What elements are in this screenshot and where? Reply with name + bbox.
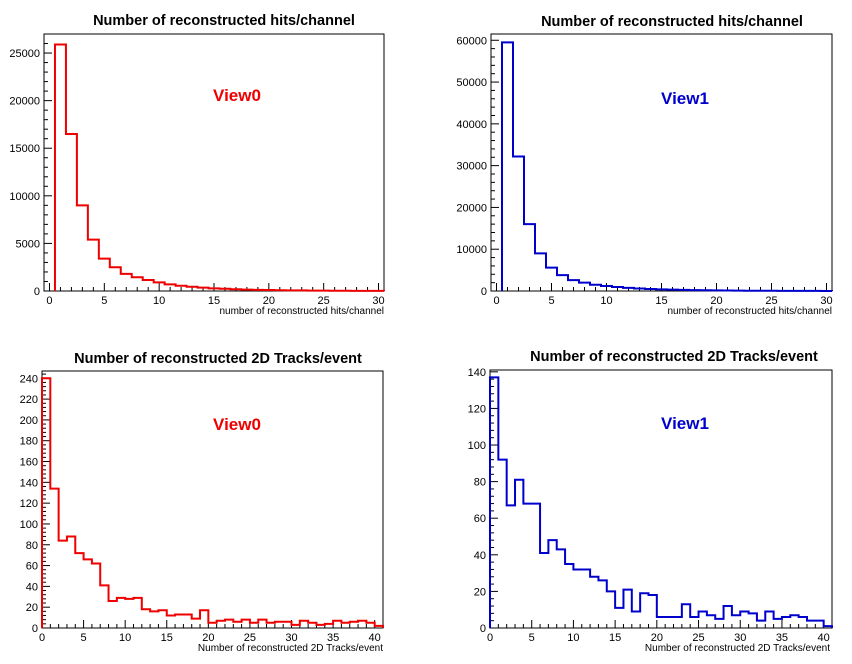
x-tick-label: 20 <box>651 632 663 644</box>
x-tick-label: 10 <box>119 632 131 644</box>
x-tick-label: 25 <box>244 632 256 644</box>
x-tick-label: 25 <box>692 632 704 644</box>
y-tick-label: 15000 <box>9 143 40 155</box>
y-tick-label: 60 <box>26 561 38 573</box>
x-tick-label: 30 <box>734 632 746 644</box>
x-tick-label: 25 <box>765 295 777 307</box>
panel-tracks-view1: Number of reconstructed 2D Tracks/event … <box>468 349 833 654</box>
y-tick-label: 0 <box>481 286 487 298</box>
histogram-line <box>489 376 833 628</box>
y-tick-label: 120 <box>468 403 486 415</box>
y-tick-label: 30000 <box>456 161 487 173</box>
x-tick-label: 10 <box>153 295 165 307</box>
y-tick-label: 200 <box>20 415 38 427</box>
y-tick-label: 60 <box>474 513 486 525</box>
x-axis-label: Number of reconstructed 2D Tracks/event <box>645 643 830 654</box>
x-tick-label: 5 <box>81 632 87 644</box>
panel-title: Number of reconstructed hits/channel <box>541 14 803 30</box>
histogram-line <box>53 43 385 292</box>
y-tick-label: 10000 <box>9 191 40 203</box>
x-tick-label: 30 <box>285 632 297 644</box>
view-label: View1 <box>661 89 709 108</box>
y-tick-label: 140 <box>468 367 486 379</box>
panel-title: Number of reconstructed 2D Tracks/event <box>74 351 362 367</box>
y-tick-label: 20000 <box>456 202 487 214</box>
view-label: View0 <box>213 86 261 105</box>
x-tick-label: 0 <box>39 632 45 644</box>
panel-hits-view0: Number of reconstructed hits/channel num… <box>9 13 385 317</box>
x-tick-label: 10 <box>600 295 612 307</box>
x-axis-label: number of reconstructed hits/channel <box>667 306 832 317</box>
x-tick-label: 5 <box>529 632 535 644</box>
y-tick-label: 0 <box>32 623 38 635</box>
y-tick-label: 20000 <box>9 96 40 108</box>
x-tick-label: 15 <box>609 632 621 644</box>
y-tick-label: 220 <box>20 394 38 406</box>
x-tick-label: 30 <box>372 295 384 307</box>
y-tick-label: 40 <box>474 550 486 562</box>
y-tick-label: 20 <box>26 602 38 614</box>
x-tick-label: 5 <box>101 295 107 307</box>
view-label: View1 <box>661 414 709 433</box>
panel-tracks-view0: Number of reconstructed 2D Tracks/event … <box>20 351 384 654</box>
y-tick-label: 5000 <box>16 238 40 250</box>
x-tick-label: 20 <box>263 295 275 307</box>
y-tick-label: 0 <box>34 286 40 298</box>
histogram-line <box>41 377 384 628</box>
y-tick-label: 50000 <box>456 77 487 89</box>
x-tick-label: 35 <box>776 632 788 644</box>
panel-title: Number of reconstructed hits/channel <box>93 13 355 29</box>
y-tick-label: 20 <box>474 586 486 598</box>
x-tick-label: 0 <box>46 295 52 307</box>
x-tick-label: 15 <box>161 632 173 644</box>
y-tick-label: 100 <box>468 440 486 452</box>
x-tick-label: 40 <box>818 632 830 644</box>
y-tick-label: 180 <box>20 436 38 448</box>
x-tick-label: 35 <box>327 632 339 644</box>
y-tick-label: 240 <box>20 373 38 385</box>
y-tick-label: 60000 <box>456 35 487 47</box>
y-tick-label: 120 <box>20 498 38 510</box>
y-tick-label: 10000 <box>456 244 487 256</box>
y-tick-label: 80 <box>26 540 38 552</box>
y-tick-label: 100 <box>20 519 38 531</box>
x-tick-label: 40 <box>369 632 381 644</box>
panel-title: Number of reconstructed 2D Tracks/event <box>530 349 818 365</box>
x-tick-label: 15 <box>655 295 667 307</box>
x-tick-label: 20 <box>202 632 214 644</box>
view-label: View0 <box>213 415 261 434</box>
x-axis-label: Number of reconstructed 2D Tracks/event <box>198 643 383 654</box>
x-tick-label: 5 <box>548 295 554 307</box>
x-tick-label: 0 <box>493 295 499 307</box>
x-axis-label: number of reconstructed hits/channel <box>219 306 384 317</box>
x-tick-label: 0 <box>487 632 493 644</box>
y-tick-label: 25000 <box>9 48 40 60</box>
x-tick-label: 25 <box>318 295 330 307</box>
y-tick-label: 140 <box>20 477 38 489</box>
x-tick-label: 15 <box>208 295 220 307</box>
y-tick-label: 40 <box>26 581 38 593</box>
x-tick-label: 20 <box>710 295 722 307</box>
histogram-line <box>501 41 833 292</box>
y-tick-label: 160 <box>20 457 38 469</box>
panel-hits-view1: Number of reconstructed hits/channel num… <box>456 14 833 317</box>
x-tick-label: 10 <box>567 632 579 644</box>
y-tick-label: 40000 <box>456 119 487 131</box>
y-tick-label: 0 <box>480 623 486 635</box>
x-tick-label: 30 <box>820 295 832 307</box>
y-tick-label: 80 <box>474 477 486 489</box>
